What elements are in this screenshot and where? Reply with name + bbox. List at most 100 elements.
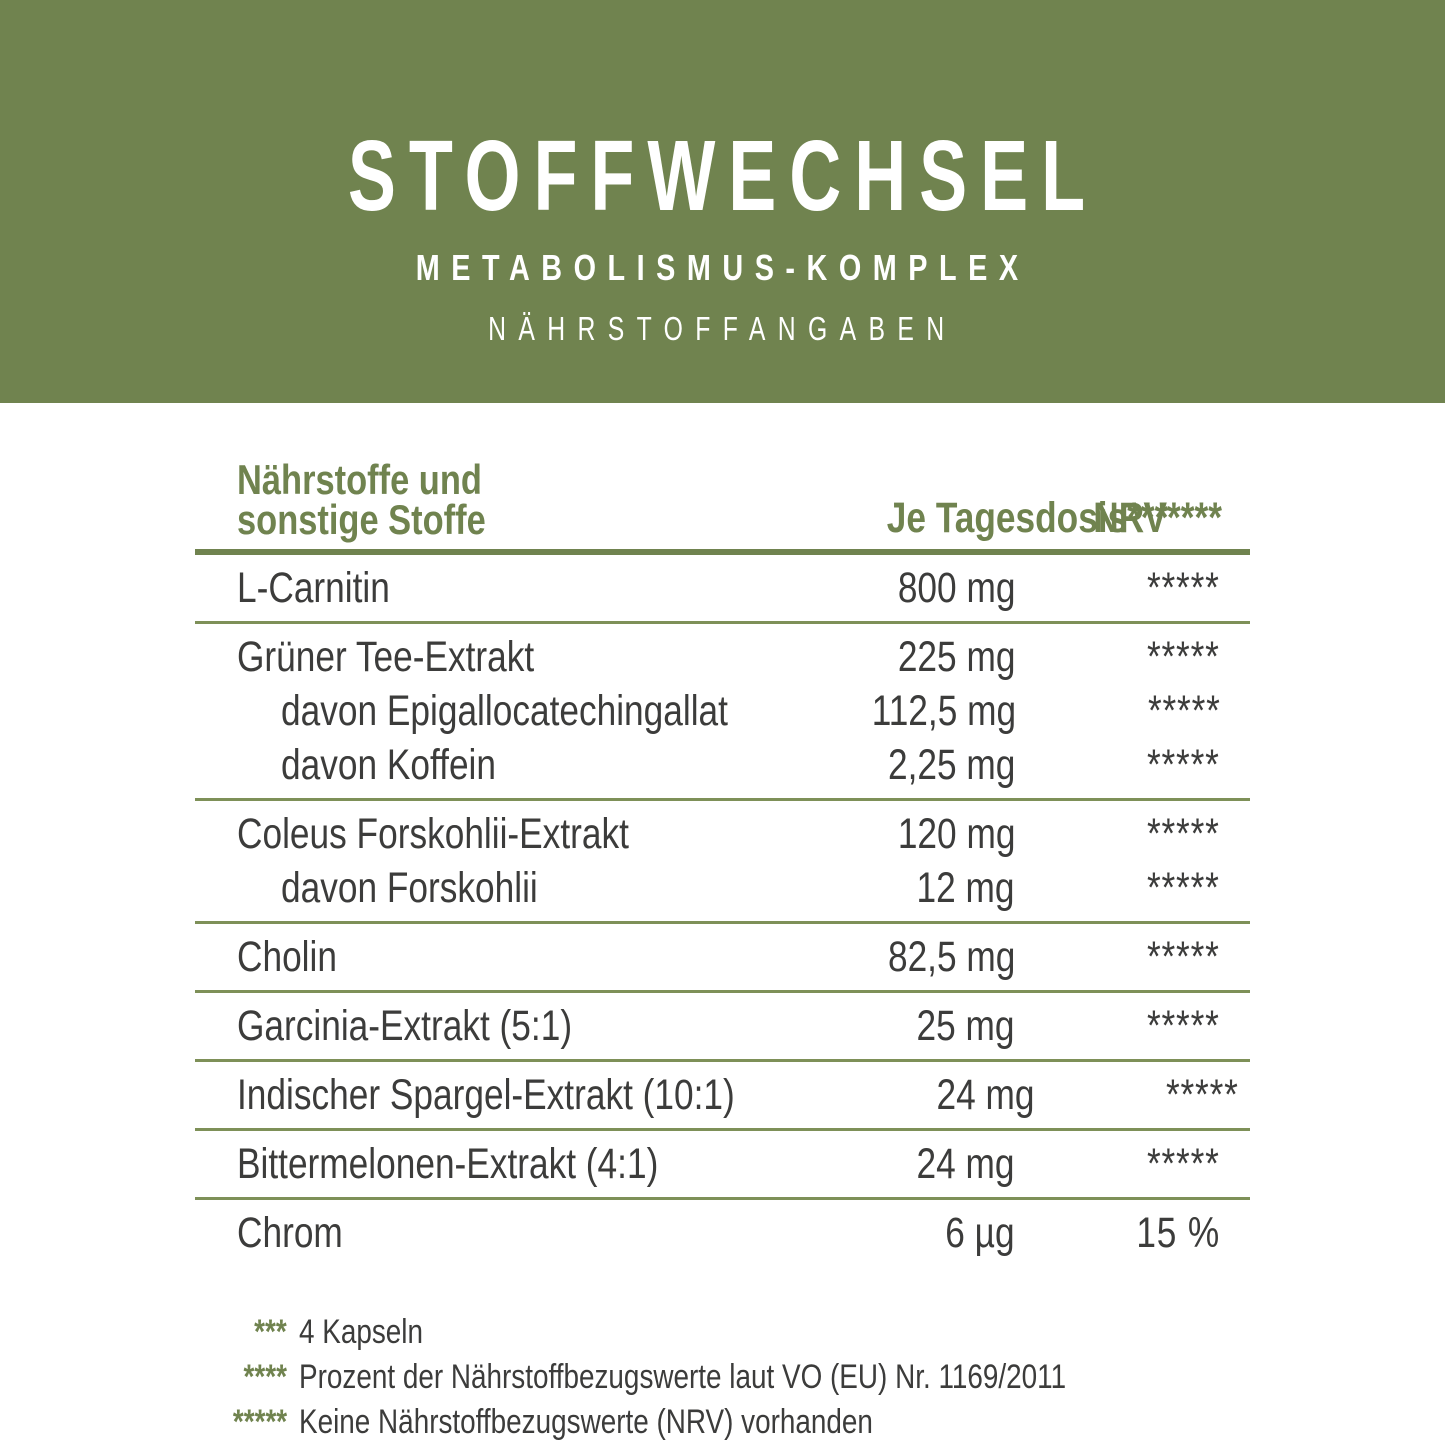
nrv-cell: ***** <box>1016 684 1251 738</box>
nrv-cell: ***** <box>1015 999 1250 1053</box>
amount-cell: 225 mg <box>825 630 1015 684</box>
amount-cell: 120 mg <box>825 807 1015 861</box>
table-body: L-Carnitin 800 mg ***** Grüner Tee-Extrakt 2… <box>195 555 1250 1266</box>
nrv-cell: ***** <box>1015 1137 1250 1191</box>
footnote: *** 4 Kapseln <box>195 1310 1250 1355</box>
nrv-cell: ***** <box>1015 861 1250 915</box>
footnote-mark-text: *** <box>254 1313 287 1351</box>
name-cell: davon Koffein <box>195 738 825 792</box>
amount-cell: 112,5 mg <box>826 684 1016 738</box>
table-row: Coleus Forskohlii-Extrakt 120 mg ***** <box>195 807 1250 861</box>
header-band: STOFFWECHSEL METABOLISMUS-KOMPLEX NÄHRST… <box>0 0 1445 403</box>
name-cell: L-Carnitin <box>195 561 825 615</box>
table-group: Grüner Tee-Extrakt 225 mg ***** davon Epiga… <box>195 624 1250 801</box>
amount-cell: 82,5 mg <box>825 930 1015 984</box>
footnote-mark: **** <box>195 1355 287 1400</box>
table-group: Coleus Forskohlii-Extrakt 120 mg ***** davo… <box>195 801 1250 924</box>
amount-cell-text: 25 mg <box>916 1002 1015 1050</box>
name-cell-text: Chrom <box>237 1209 343 1257</box>
amount-cell: 2,25 mg <box>825 738 1015 792</box>
nrv-cell: ***** <box>1015 561 1250 615</box>
amount-cell-text: 12 mg <box>916 864 1015 912</box>
amount-cell-text: 225 mg <box>897 633 1015 681</box>
amount-cell-text: 24 mg <box>916 1140 1015 1188</box>
footnote-mark: ***** <box>195 1400 287 1445</box>
name-cell-text: Indischer Spargel-Extrakt (10:1) <box>237 1071 735 1119</box>
table-header-row: Nährstoffe und sonstige Stoffe Je Tagesd… <box>195 456 1250 555</box>
nrv-cell-text: ***** <box>1148 687 1222 735</box>
table-row: L-Carnitin 800 mg ***** <box>195 561 1250 615</box>
table-group: Cholin 82,5 mg ***** <box>195 924 1250 993</box>
nrv-cell: ***** <box>1034 1068 1269 1122</box>
table-row: Garcinia-Extrakt (5:1) 25 mg ***** <box>195 999 1250 1053</box>
footnotes: *** 4 Kapseln **** Prozent der Nährstoffbez… <box>195 1310 1250 1445</box>
column-header-nrv: NRV**** <box>1093 494 1222 542</box>
name-cell: davon Epigallocatechingallat <box>195 684 826 738</box>
footnote-text: Prozent der Nährstoffbezugswerte laut VO… <box>287 1355 1250 1400</box>
name-cell: davon Forskohlii <box>195 861 825 915</box>
nrv-cell: ***** <box>1015 930 1250 984</box>
name-cell: Grüner Tee-Extrakt <box>195 630 825 684</box>
table-group: Indischer Spargel-Extrakt (10:1) 24 mg ***… <box>195 1062 1250 1131</box>
name-cell: Indischer Spargel-Extrakt (10:1) <box>195 1068 844 1122</box>
amount-cell-text: 800 mg <box>897 564 1015 612</box>
name-cell: Coleus Forskohlii-Extrakt <box>195 807 825 861</box>
nrv-cell: 15 % <box>1015 1206 1250 1260</box>
nrv-cell-text: ***** <box>1147 1140 1220 1188</box>
product-title: STOFFWECHSEL <box>347 120 1098 232</box>
name-cell: Garcinia-Extrakt (5:1) <box>195 999 825 1053</box>
name-cell: Cholin <box>195 930 825 984</box>
column-header-nutrients-line1: Nährstoffe und <box>237 456 482 503</box>
footnote-text-content: 4 Kapseln <box>299 1313 424 1351</box>
nrv-cell-text: ***** <box>1147 1002 1220 1050</box>
table-row: Chrom 6 µg 15 % <box>195 1206 1250 1260</box>
nrv-cell: ***** <box>1015 807 1250 861</box>
footnote-mark: *** <box>195 1310 287 1355</box>
name-cell-text: Grüner Tee-Extrakt <box>237 633 535 681</box>
name-cell: Chrom <box>195 1206 825 1260</box>
amount-cell: 24 mg <box>825 1137 1015 1191</box>
table-row: Indischer Spargel-Extrakt (10:1) 24 mg ***… <box>195 1068 1250 1122</box>
section-heading: NÄHRSTOFFANGABEN <box>488 310 957 347</box>
nrv-cell-text: ***** <box>1147 933 1220 981</box>
name-cell-text: davon Forskohlii <box>281 864 538 912</box>
amount-cell-text: 112,5 mg <box>871 687 1017 735</box>
table-group: L-Carnitin 800 mg ***** <box>195 555 1250 624</box>
amount-cell: 6 µg <box>825 1206 1015 1260</box>
product-subtitle: METABOLISMUS-KOMPLEX <box>415 247 1030 288</box>
name-cell-text: davon Koffein <box>281 741 497 789</box>
amount-cell-text: 6 µg <box>945 1209 1015 1257</box>
name-cell-text: Bittermelonen-Extrakt (4:1) <box>237 1140 659 1188</box>
footnote: **** Prozent der Nährstoffbezugswerte lau… <box>195 1355 1250 1400</box>
nrv-cell: ***** <box>1015 738 1250 792</box>
name-cell-text: Coleus Forskohlii-Extrakt <box>237 810 629 858</box>
amount-cell: 12 mg <box>825 861 1015 915</box>
footnote-text-content: Keine Nährstoffbezugswerte (NRV) vorhand… <box>299 1403 873 1441</box>
table-row: Bittermelonen-Extrakt (4:1) 24 mg ***** <box>195 1137 1250 1191</box>
footnote-text: Keine Nährstoffbezugswerte (NRV) vorhand… <box>287 1400 1250 1445</box>
table-group: Chrom 6 µg 15 % <box>195 1200 1250 1266</box>
table-row: Grüner Tee-Extrakt 225 mg ***** <box>195 630 1250 684</box>
amount-cell: 24 mg <box>844 1068 1034 1122</box>
name-cell-text: Cholin <box>237 933 337 981</box>
nrv-cell-text: ***** <box>1147 864 1220 912</box>
name-cell-text: Garcinia-Extrakt (5:1) <box>237 1002 573 1050</box>
nrv-cell: ***** <box>1015 630 1250 684</box>
nrv-cell-text: ***** <box>1147 633 1220 681</box>
table-subrow: davon Epigallocatechingallat 112,5 mg ****… <box>195 684 1250 738</box>
amount-cell-text: 82,5 mg <box>887 933 1015 981</box>
footnote-mark-text: ***** <box>232 1403 287 1441</box>
amount-cell-text: 24 mg <box>936 1071 1035 1119</box>
table-subrow: davon Koffein 2,25 mg ***** <box>195 738 1250 792</box>
column-header-nutrients: Nährstoffe und sonstige Stoffe <box>195 456 825 541</box>
nrv-cell-text: 15 % <box>1136 1209 1220 1257</box>
table-group: Garcinia-Extrakt (5:1) 25 mg ***** <box>195 993 1250 1062</box>
amount-cell: 800 mg <box>825 561 1015 615</box>
amount-cell: 25 mg <box>825 999 1015 1053</box>
amount-cell-text: 2,25 mg <box>887 741 1015 789</box>
table-group: Bittermelonen-Extrakt (4:1) 24 mg ***** <box>195 1131 1250 1200</box>
footnote-text: 4 Kapseln <box>287 1310 1250 1355</box>
amount-cell-text: 120 mg <box>897 810 1015 858</box>
name-cell: Bittermelonen-Extrakt (4:1) <box>195 1137 825 1191</box>
